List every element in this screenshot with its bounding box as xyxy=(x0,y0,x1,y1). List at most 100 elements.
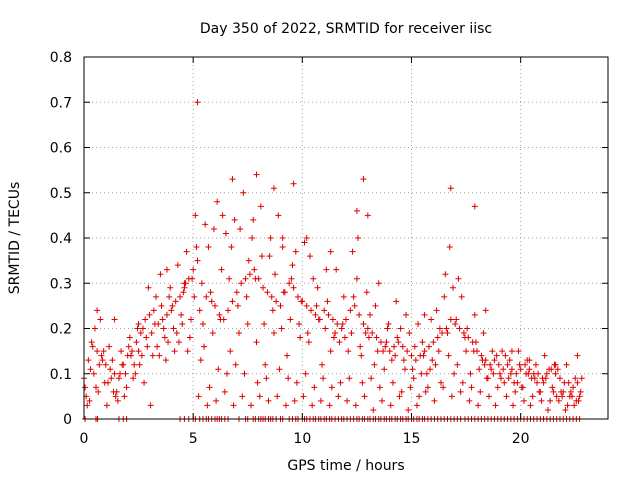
data-point xyxy=(463,348,470,355)
grid-lines xyxy=(84,57,608,419)
data-point xyxy=(467,370,474,377)
data-point xyxy=(383,339,390,346)
data-point xyxy=(355,235,362,241)
data-point xyxy=(436,325,443,332)
data-point xyxy=(352,402,359,409)
chart-title: Day 350 of 2022, SRMTID for receiver iis… xyxy=(200,21,492,37)
data-point xyxy=(412,357,419,364)
data-point xyxy=(296,320,303,327)
data-point xyxy=(318,361,325,368)
data-point xyxy=(94,348,101,355)
data-point xyxy=(435,348,442,355)
data-point xyxy=(364,212,371,219)
data-point xyxy=(198,280,205,287)
y-tick-label: 0.4 xyxy=(50,231,72,247)
data-point xyxy=(386,348,393,355)
data-point xyxy=(298,298,305,305)
data-point xyxy=(143,334,150,341)
data-point xyxy=(488,366,495,373)
data-point xyxy=(529,393,536,400)
data-point xyxy=(90,370,97,377)
data-point xyxy=(439,330,446,337)
data-point xyxy=(303,235,310,241)
data-point xyxy=(205,244,212,251)
data-point xyxy=(277,302,284,309)
data-point xyxy=(270,330,277,337)
data-point xyxy=(399,343,406,350)
data-point xyxy=(214,198,221,205)
data-point xyxy=(375,280,382,287)
data-point xyxy=(241,370,248,377)
data-point xyxy=(216,311,223,318)
data-point xyxy=(564,402,571,409)
data-point xyxy=(496,370,503,377)
data-point xyxy=(405,406,412,413)
data-point xyxy=(180,289,187,296)
data-point xyxy=(149,352,156,359)
data-point xyxy=(121,393,128,400)
data-point xyxy=(209,330,216,337)
data-point xyxy=(481,361,488,368)
data-point xyxy=(263,375,270,382)
data-point xyxy=(186,334,193,341)
data-point xyxy=(173,330,180,337)
data-point xyxy=(330,334,337,341)
data-point xyxy=(578,375,585,382)
data-point xyxy=(303,302,310,309)
data-point xyxy=(111,316,118,323)
y-tick-label: 0.7 xyxy=(50,95,72,111)
data-point xyxy=(87,366,94,373)
data-point xyxy=(343,316,349,323)
data-point xyxy=(148,330,155,337)
data-point xyxy=(408,352,415,359)
data-point xyxy=(389,379,396,386)
data-point xyxy=(486,393,493,400)
data-point xyxy=(506,357,513,364)
data-point xyxy=(97,316,104,323)
data-point xyxy=(270,185,277,192)
y-tick-label: 0 xyxy=(63,412,72,428)
data-point xyxy=(310,275,317,282)
data-point xyxy=(190,266,197,273)
data-point xyxy=(257,203,264,210)
data-point xyxy=(238,280,245,287)
data-point xyxy=(457,388,464,395)
data-point xyxy=(86,397,93,404)
data-point xyxy=(290,180,297,187)
data-point xyxy=(487,361,494,368)
data-point xyxy=(544,406,551,413)
data-point xyxy=(448,393,455,400)
data-point xyxy=(353,207,360,214)
data-point xyxy=(407,384,414,391)
data-point xyxy=(370,406,377,413)
data-point xyxy=(265,397,272,404)
data-point xyxy=(442,271,449,278)
data-point xyxy=(192,212,199,219)
data-point xyxy=(167,284,174,291)
y-tick-label: 0.5 xyxy=(50,186,72,202)
data-point xyxy=(243,293,250,300)
data-point xyxy=(234,302,241,309)
data-point xyxy=(388,357,395,364)
data-point xyxy=(394,334,401,341)
y-tick-labels: 0 0.1 0.2 0.3 0.4 0.5 0.6 0.7 0.8 xyxy=(50,50,72,428)
data-point xyxy=(239,393,246,400)
data-point xyxy=(111,370,118,377)
data-point xyxy=(170,325,177,332)
data-point xyxy=(161,334,168,341)
data-point xyxy=(197,357,204,364)
data-point xyxy=(226,275,233,282)
data-point xyxy=(361,393,368,400)
data-point xyxy=(163,266,170,273)
data-point xyxy=(312,311,319,318)
data-point xyxy=(429,357,436,364)
data-point xyxy=(135,348,142,355)
data-point xyxy=(286,280,293,287)
data-point xyxy=(189,275,196,282)
data-point xyxy=(536,388,543,395)
data-point xyxy=(526,357,533,364)
data-point xyxy=(380,348,387,355)
data-point xyxy=(201,343,208,350)
data-point xyxy=(275,212,282,219)
data-point xyxy=(398,388,405,395)
